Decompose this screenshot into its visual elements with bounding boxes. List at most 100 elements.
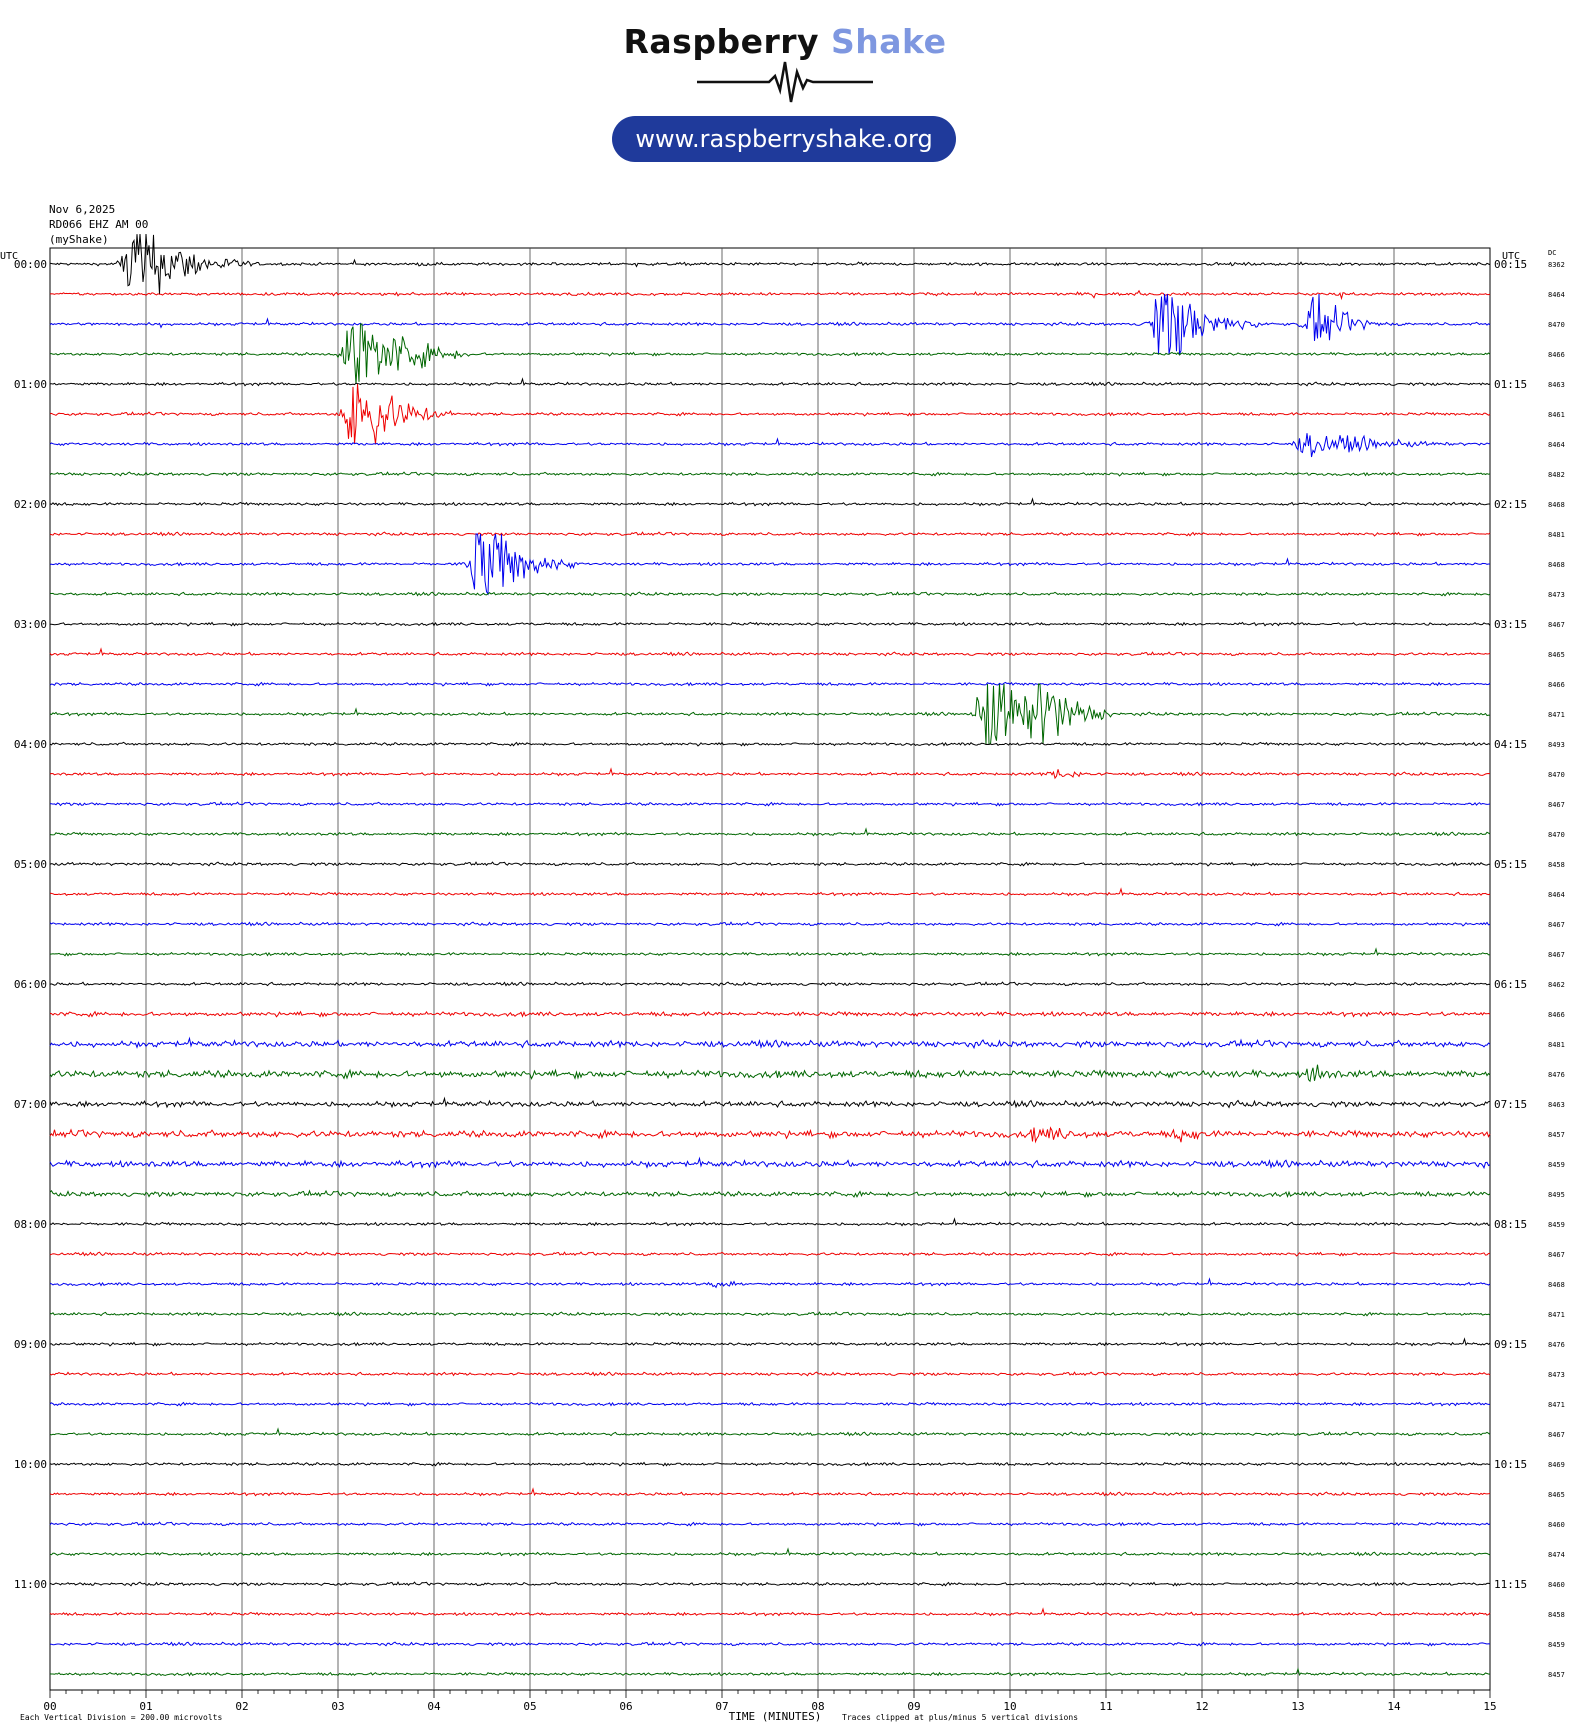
logo-title-part1: Raspberry (623, 22, 820, 61)
trace-row (49, 1251, 1491, 1257)
trace-row (49, 533, 1490, 596)
dc-value: 8464 (1548, 441, 1565, 449)
right-time-label: 09:15 (1494, 1338, 1527, 1351)
left-utc-label: UTC (0, 251, 18, 262)
x-tick-label: 14 (1387, 1700, 1401, 1713)
right-time-label: 07:15 (1494, 1098, 1527, 1111)
trace-row (49, 647, 1491, 657)
trace-row (49, 921, 1491, 927)
trace-row (49, 741, 1491, 747)
trace-row (49, 1581, 1491, 1587)
right-utc-label: UTC (1502, 251, 1520, 262)
dc-value: 8470 (1548, 771, 1565, 779)
right-time-label: 11:15 (1494, 1578, 1527, 1591)
trace-row (49, 887, 1491, 897)
trace-row (49, 289, 1491, 301)
x-tick-label: 12 (1195, 1700, 1208, 1713)
trace-row (49, 1401, 1490, 1407)
x-tick-label: 04 (427, 1700, 441, 1713)
dc-value: 8458 (1548, 861, 1565, 869)
dc-header: DC (1548, 249, 1556, 257)
dc-value: 8464 (1548, 291, 1565, 299)
left-time-label: 01:00 (14, 378, 47, 391)
dc-value: 8493 (1548, 741, 1565, 749)
right-time-label: 08:15 (1494, 1218, 1527, 1231)
trace-row (49, 383, 1491, 445)
x-tick-label: 00 (43, 1700, 56, 1713)
dc-value: 8460 (1548, 1521, 1565, 1529)
trace-row (49, 1189, 1491, 1199)
left-time-label: 10:00 (14, 1458, 47, 1471)
trace-row (49, 1667, 1491, 1677)
trace-row (49, 683, 1491, 745)
trace-row (49, 1217, 1491, 1227)
trace-row (49, 233, 1491, 295)
trace-row (49, 293, 1491, 355)
dc-value: 8459 (1548, 1161, 1565, 1169)
dc-value: 8362 (1548, 261, 1565, 269)
x-tick-label: 11 (1099, 1700, 1112, 1713)
trace-row (49, 1156, 1491, 1170)
dc-value: 8464 (1548, 891, 1565, 899)
trace-row (49, 497, 1490, 507)
left-time-label: 03:00 (14, 618, 47, 631)
trace-row (49, 1371, 1491, 1377)
header-station: RD066 EHZ AM 00 (49, 218, 149, 231)
x-tick-label: 06 (619, 1700, 632, 1713)
seismograph-wave-icon (697, 61, 873, 103)
dc-value: 8474 (1548, 1551, 1565, 1559)
dc-value: 8460 (1548, 1581, 1565, 1589)
trace-row (49, 1461, 1491, 1467)
dc-value: 8473 (1548, 1371, 1565, 1379)
x-tick-label: 10 (1003, 1700, 1016, 1713)
dc-value: 8467 (1548, 921, 1565, 929)
dc-value: 8468 (1548, 501, 1565, 509)
x-tick-label: 05 (523, 1700, 536, 1713)
dc-value: 8473 (1548, 591, 1565, 599)
dc-value: 8476 (1548, 1071, 1565, 1079)
left-time-label: 04:00 (14, 738, 47, 751)
trace-row (49, 531, 1491, 537)
trace-row (49, 1126, 1491, 1144)
scale-note: Each Vertical Division = 200.00 microvol… (20, 1713, 222, 1722)
website-link[interactable]: www.raspberryshake.org (612, 116, 956, 162)
x-tick-label: 01 (139, 1700, 152, 1713)
dc-value: 8467 (1548, 801, 1565, 809)
right-time-label: 00:15 (1494, 258, 1527, 271)
right-time-label: 04:15 (1494, 738, 1527, 751)
right-time-label: 06:15 (1494, 978, 1527, 991)
trace-row (49, 861, 1491, 867)
dc-value: 8495 (1548, 1191, 1565, 1199)
left-time-label: 05:00 (14, 858, 47, 871)
dc-value: 8457 (1548, 1131, 1565, 1139)
dc-value: 8457 (1548, 1671, 1565, 1679)
header-network: (myShake) (49, 233, 109, 246)
trace-row (50, 621, 1491, 627)
dc-value: 8481 (1548, 1041, 1565, 1049)
trace-row (49, 433, 1491, 458)
dc-value: 8476 (1548, 1341, 1565, 1349)
dc-value: 8465 (1548, 1491, 1565, 1499)
dc-value: 8468 (1548, 561, 1565, 569)
trace-row (49, 1096, 1491, 1109)
plot-frame (49, 247, 1491, 1691)
trace-row (49, 767, 1491, 780)
x-tick-label: 15 (1483, 1700, 1496, 1713)
dc-value: 8465 (1548, 651, 1565, 659)
trace-row (49, 1547, 1491, 1557)
dc-value: 8463 (1548, 1101, 1565, 1109)
trace-row (49, 1337, 1491, 1347)
trace-row (49, 681, 1491, 687)
dc-value: 8458 (1548, 1611, 1565, 1619)
left-time-label: 09:00 (14, 1338, 47, 1351)
x-tick-label: 02 (235, 1700, 248, 1713)
left-time-label: 06:00 (14, 978, 47, 991)
trace-row (50, 323, 1491, 385)
dc-value: 8462 (1548, 981, 1565, 989)
trace-row (49, 1064, 1491, 1083)
right-time-label: 05:15 (1494, 858, 1527, 871)
trace-row (49, 1607, 1491, 1617)
left-time-label: 07:00 (14, 1098, 47, 1111)
